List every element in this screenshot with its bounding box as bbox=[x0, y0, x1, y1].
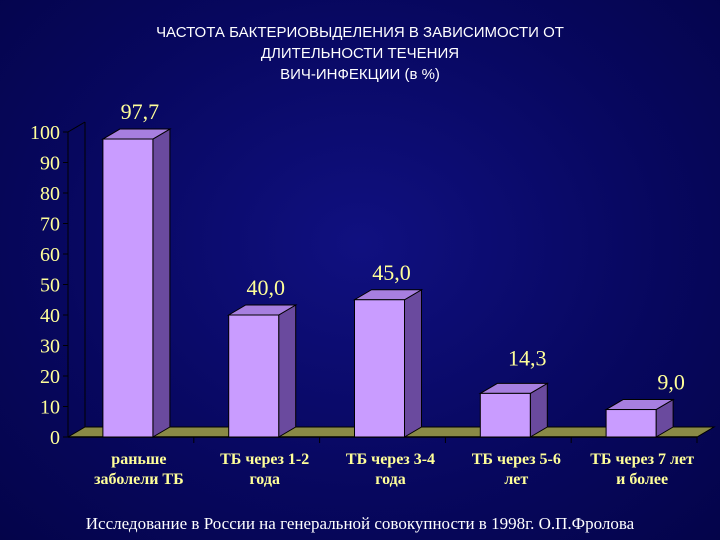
bar-side bbox=[278, 304, 297, 438]
bar bbox=[102, 138, 154, 438]
bar bbox=[479, 392, 531, 438]
footer-note: Исследование в России на генеральной сов… bbox=[85, 514, 635, 533]
x-tick-label: ТБ через 7 лет bbox=[590, 451, 694, 468]
bar-side bbox=[404, 288, 422, 438]
chart-title: ЧАСТОТА БАКТЕРИОВЫДЕЛЕНИЯ В ЗАВИСИМОСТИ … bbox=[60, 22, 660, 85]
y-tick-label: 30 bbox=[40, 336, 60, 358]
bar-side bbox=[152, 128, 171, 438]
y-tick-label: 40 bbox=[40, 305, 60, 327]
x-tick-label: и более bbox=[616, 471, 668, 488]
x-tick-label: ТБ через 1-2 bbox=[220, 451, 309, 468]
x-tick-label: ТБ через 5-6 bbox=[472, 451, 561, 468]
data-label: 40,0 bbox=[246, 275, 285, 300]
y-tick-label: 100 bbox=[30, 122, 60, 144]
bar bbox=[605, 409, 657, 438]
data-label: 14,3 bbox=[508, 345, 547, 370]
data-label: 9,0 bbox=[657, 370, 685, 395]
y-tick-label: 20 bbox=[40, 366, 60, 388]
y-tick-label: 0 bbox=[50, 427, 60, 449]
data-label: 45,0 bbox=[372, 260, 411, 285]
y-tick-label: 90 bbox=[40, 153, 60, 175]
x-tick-label: раньше bbox=[111, 451, 166, 468]
y-tick-label: 10 bbox=[40, 397, 60, 419]
bar bbox=[228, 314, 280, 438]
y-tick-label: 60 bbox=[40, 244, 60, 266]
x-tick-label: лет bbox=[504, 471, 528, 488]
y-tick-label: 50 bbox=[40, 275, 60, 297]
x-tick-label: ТБ через 3-4 bbox=[346, 451, 435, 468]
x-tick-label: заболели ТБ bbox=[94, 471, 184, 488]
data-label: 97,7 bbox=[121, 99, 160, 124]
axis-corner bbox=[67, 121, 86, 133]
title-line-2: ДЛИТЕЛЬНОСТИ ТЕЧЕНИЯ bbox=[260, 45, 460, 62]
title-line-3: ВИЧ-ИНФЕКЦИИ (в %) bbox=[280, 66, 440, 83]
y-tick-label: 70 bbox=[40, 214, 60, 236]
x-tick-label: года bbox=[375, 471, 406, 488]
y-tick-label: 80 bbox=[40, 183, 60, 205]
bar bbox=[354, 299, 405, 438]
title-line-1: ЧАСТОТА БАКТЕРИОВЫДЕЛЕНИЯ В ЗАВИСИМОСТИ … bbox=[156, 24, 564, 41]
x-tick-label: года bbox=[249, 471, 280, 488]
